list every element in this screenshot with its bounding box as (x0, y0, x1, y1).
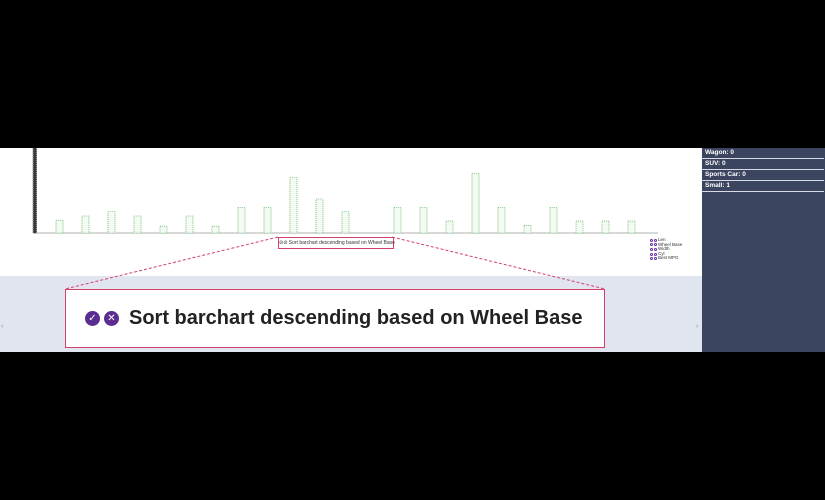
legend-marker-icon (654, 238, 657, 242)
bar[interactable] (445, 220, 454, 234)
bar[interactable] (263, 207, 272, 234)
bar[interactable] (393, 207, 402, 234)
bar[interactable] (133, 215, 142, 234)
app-screen: ⊘⊘ Sort barchart descending based on Whe… (0, 148, 825, 352)
bar[interactable] (55, 219, 64, 234)
bar[interactable] (523, 225, 532, 234)
legend-item[interactable]: Len (650, 237, 682, 243)
bar[interactable] (159, 225, 168, 234)
bar[interactable] (237, 207, 246, 234)
legend-marker-icon (650, 252, 653, 256)
nav-left-arrow-icon[interactable]: ‹ (1, 323, 4, 330)
bar[interactable] (601, 220, 610, 234)
category-count-row[interactable]: Small: 1 (702, 181, 824, 192)
legend-marker-icon (654, 252, 657, 256)
legend-marker-icon (650, 243, 653, 247)
category-count-row[interactable]: Wagon: 0 (702, 148, 824, 159)
hint-small-label[interactable]: ⊘⊘ Sort barchart descending based on Whe… (278, 237, 395, 249)
legend-item[interactable]: Best MPG (650, 256, 682, 261)
legend-marker-icon (650, 257, 653, 261)
category-side-panel: Wagon: 0 SUV: 0 Sports Car: 0 Small: 1 (702, 148, 825, 352)
bar[interactable] (315, 198, 324, 234)
barchart[interactable] (0, 148, 702, 276)
category-count: 0 (720, 160, 726, 167)
legend-marker-icon (650, 238, 653, 242)
legend-marker-icon (654, 247, 657, 251)
legend-marker-icon (650, 247, 653, 251)
category-count: 1 (724, 182, 730, 189)
category-count-row[interactable]: Sports Car: 0 (702, 170, 824, 181)
bar[interactable] (341, 211, 350, 234)
barchart-area[interactable]: ⊘⊘ Sort barchart descending based on Whe… (0, 148, 702, 276)
bar[interactable] (575, 220, 584, 234)
bar[interactable] (81, 215, 90, 234)
nav-right-arrow-icon[interactable]: › (696, 323, 699, 330)
bar[interactable] (419, 207, 428, 234)
accept-icon[interactable]: ✓ (85, 311, 100, 326)
bar[interactable] (211, 225, 220, 234)
legend-marker-icon (654, 257, 657, 261)
category-count: 0 (740, 171, 746, 178)
bar[interactable] (33, 148, 37, 234)
hint-zoomed-text: Sort barchart descending based on Wheel … (129, 307, 583, 329)
legend-label: Wheel Base (658, 241, 683, 247)
reject-icon[interactable]: ✕ (104, 311, 119, 326)
category-count: 0 (728, 149, 735, 156)
legend-label: Cyl (658, 250, 665, 256)
bar[interactable] (627, 220, 636, 234)
legend-label: Best MPG (658, 255, 679, 261)
hint-small-icons: ⊘⊘ (279, 240, 289, 246)
legend-label: Len (658, 237, 666, 242)
bar[interactable] (289, 177, 298, 234)
legend-item[interactable]: Width (650, 247, 682, 252)
legend-marker-icon (654, 243, 657, 247)
legend-label: Width (658, 246, 670, 252)
bar[interactable] (549, 207, 558, 234)
hint-small-text: Sort barchart descending based on Wheel … (288, 240, 395, 246)
category-label: Small: (705, 182, 725, 189)
bar[interactable] (497, 207, 506, 234)
category-label: Sports Car: (705, 171, 741, 178)
category-label: Wagon: (705, 149, 729, 156)
category-count-row[interactable]: SUV: 0 (702, 159, 824, 170)
hint-zoomed[interactable]: ✓ ✕ Sort barchart descending based on Wh… (65, 289, 605, 348)
legend: Len Wheel Base Width Cyl Best MPG (650, 237, 683, 261)
bar[interactable] (107, 211, 116, 234)
category-label: SUV: (705, 160, 721, 167)
bar[interactable] (185, 215, 194, 234)
legend-item[interactable]: Cyl (650, 250, 682, 257)
bar[interactable] (471, 173, 480, 234)
legend-item[interactable]: Wheel Base (650, 241, 683, 248)
